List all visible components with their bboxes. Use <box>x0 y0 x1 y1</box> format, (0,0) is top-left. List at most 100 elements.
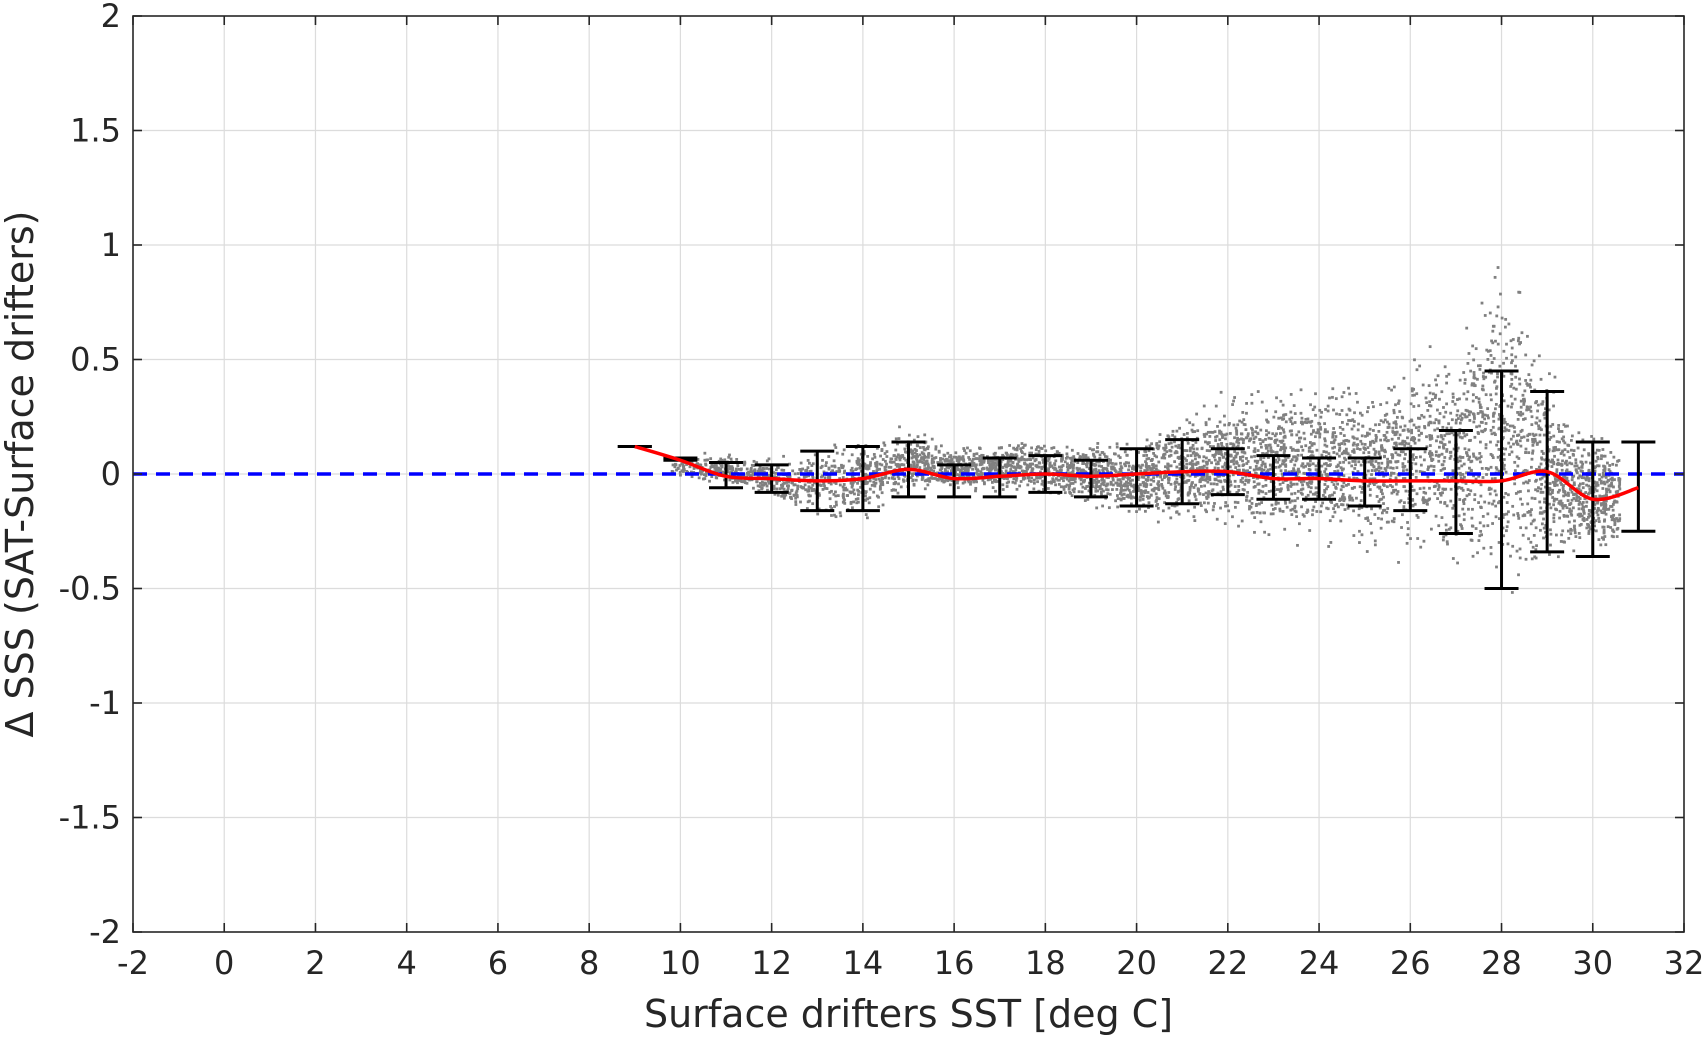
scatter-point <box>1211 430 1215 434</box>
scatter-point <box>902 478 905 482</box>
scatter-point <box>1480 301 1484 305</box>
scatter-point <box>1342 474 1346 478</box>
scatter-point <box>690 475 694 479</box>
scatter-point <box>1528 383 1532 386</box>
scatter-point <box>1514 355 1518 359</box>
scatter-point <box>1244 469 1247 473</box>
scatter-point <box>1126 476 1130 480</box>
scatter-point <box>1488 349 1492 353</box>
scatter-point <box>1233 436 1236 440</box>
scatter-point <box>1435 439 1438 443</box>
scatter-point <box>1118 478 1122 482</box>
scatter-point <box>856 481 859 485</box>
scatter-point <box>1495 443 1499 447</box>
scatter-point <box>1385 401 1389 405</box>
scatter-point <box>714 468 718 472</box>
scatter-point <box>1415 392 1419 396</box>
scatter-point <box>1240 437 1243 441</box>
scatter-point <box>1305 481 1309 485</box>
scatter-point <box>1568 456 1572 459</box>
scatter-point <box>1312 505 1316 509</box>
scatter-point <box>1574 468 1578 472</box>
scatter-point <box>828 497 832 501</box>
scatter-point <box>1144 445 1148 449</box>
scatter-point <box>1480 410 1484 414</box>
scatter-point <box>1475 396 1478 399</box>
scatter-point <box>1484 446 1488 450</box>
scatter-point <box>1122 492 1126 496</box>
scatter-point <box>1477 539 1481 542</box>
scatter-point <box>1235 432 1239 436</box>
scatter-point <box>1479 483 1483 487</box>
scatter-point <box>930 461 934 465</box>
scatter-point <box>982 481 986 484</box>
scatter-point <box>1213 466 1217 470</box>
scatter-point <box>1534 488 1537 492</box>
scatter-point <box>1536 409 1540 413</box>
scatter-point <box>885 462 888 466</box>
scatter-point <box>1482 377 1486 381</box>
scatter-point <box>1441 425 1445 429</box>
scatter-point <box>1480 429 1484 433</box>
scatter-point <box>1569 527 1573 531</box>
scatter-point <box>1192 486 1196 489</box>
scatter-point <box>1560 468 1564 472</box>
scatter-point <box>974 465 978 469</box>
scatter-point <box>1589 509 1593 513</box>
scatter-point <box>926 479 929 482</box>
scatter-point <box>1071 471 1074 474</box>
scatter-point <box>783 494 786 498</box>
scatter-point <box>1152 451 1155 455</box>
scatter-point <box>881 503 885 507</box>
scatter-point <box>1236 491 1239 494</box>
scatter-point <box>1498 364 1502 368</box>
scatter-point <box>1084 453 1088 457</box>
scatter-point <box>755 480 759 484</box>
scatter-point <box>1557 448 1561 452</box>
scatter-point <box>1494 515 1498 519</box>
scatter-point <box>1304 495 1308 499</box>
scatter-point <box>1412 439 1416 443</box>
scatter-point <box>927 455 930 459</box>
scatter-point <box>799 500 802 504</box>
scatter-point <box>1215 450 1218 454</box>
scatter-point <box>1425 401 1429 405</box>
scatter-point <box>1214 439 1218 442</box>
scatter-point <box>1274 493 1277 497</box>
scatter-point <box>1402 428 1406 432</box>
scatter-point <box>746 473 750 476</box>
scatter-point <box>873 455 877 459</box>
scatter-point <box>1452 433 1456 437</box>
scatter-point <box>1260 501 1264 504</box>
scatter-point <box>859 469 863 473</box>
scatter-point <box>1299 388 1303 392</box>
scatter-point <box>1420 414 1424 417</box>
scatter-point <box>1434 378 1437 382</box>
scatter-point <box>1160 484 1164 488</box>
scatter-point <box>1320 473 1324 477</box>
scatter-point <box>1611 462 1615 466</box>
scatter-point <box>1208 492 1212 495</box>
scatter-point <box>1276 501 1280 505</box>
scatter-point <box>1198 466 1202 469</box>
scatter-point <box>1291 507 1295 511</box>
scatter-point <box>776 466 780 470</box>
scatter-point <box>1209 482 1213 486</box>
scatter-point <box>1083 470 1087 474</box>
scatter-point <box>818 483 822 487</box>
scatter-point <box>824 486 827 490</box>
scatter-point <box>1593 469 1597 473</box>
scatter-point <box>1377 469 1381 473</box>
scatter-point <box>1014 468 1018 472</box>
scatter-point <box>1156 506 1160 510</box>
scatter-point <box>821 474 824 478</box>
scatter-point <box>1350 496 1354 500</box>
scatter-point <box>1351 435 1355 439</box>
scatter-point <box>1270 503 1274 507</box>
scatter-point <box>1205 432 1208 436</box>
scatter-point <box>1548 372 1551 376</box>
scatter-point <box>1502 495 1506 499</box>
scatter-point <box>791 481 794 485</box>
scatter-point <box>1516 443 1520 446</box>
scatter-point <box>772 487 775 491</box>
